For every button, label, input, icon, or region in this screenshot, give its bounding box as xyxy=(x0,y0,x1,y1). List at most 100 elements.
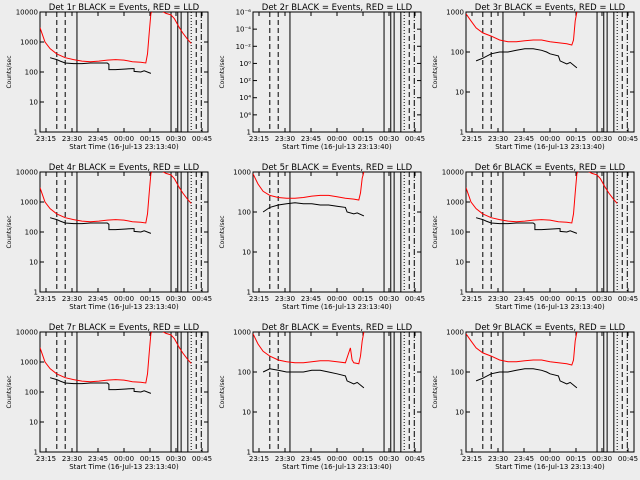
y-axis-label: Counts/sec xyxy=(432,55,439,88)
x-tick-label: 00:15 xyxy=(353,295,373,303)
panel-det-2: Det 2r BLACK = Events, RED = LLD Counts/s… xyxy=(219,3,425,151)
y-tick-label: 100 xyxy=(238,369,251,377)
x-tick-label: 23:15 xyxy=(462,135,482,143)
x-tick-label: 00:00 xyxy=(540,455,560,463)
x-tick-label: 00:15 xyxy=(353,455,373,463)
panel-det-4: Det 4r BLACK = Events, RED = LLD Counts/s… xyxy=(6,163,212,311)
x-tick-label: 23:45 xyxy=(514,295,534,303)
y-tick-label: 10000 xyxy=(442,169,464,177)
y-axis-label: Counts/sec xyxy=(6,375,13,408)
y-tick-label: 1000 xyxy=(20,199,38,207)
series-events xyxy=(49,217,152,234)
x-tick-label: 23:15 xyxy=(462,295,482,303)
x-tick-label: 23:45 xyxy=(88,135,108,143)
y-tick-label: 1 xyxy=(34,129,38,137)
panel-title: Det 8r BLACK = Events, RED = LLD xyxy=(262,323,413,333)
y-tick-label: 10 xyxy=(29,99,38,107)
panel-det-6: Det 6r BLACK = Events, RED = LLD Counts/s… xyxy=(432,163,638,311)
x-tick-label: 23:30 xyxy=(62,455,82,463)
panel-title: Det 5r BLACK = Events, RED = LLD xyxy=(262,163,413,173)
y-tick-label: 10⁴ xyxy=(239,94,251,102)
y-tick-label: 1000 xyxy=(233,329,251,337)
x-tick-label: 23:15 xyxy=(249,295,269,303)
panels-layer: Det 1r BLACK = Events, RED = LLD Counts/s… xyxy=(6,3,638,471)
y-tick-label: 1000 xyxy=(20,359,38,367)
y-tick-label: 10⁻⁴ xyxy=(236,26,252,34)
plot-area xyxy=(40,172,209,292)
y-tick-label: 1 xyxy=(460,129,464,137)
y-axis-label: Counts/sec xyxy=(219,375,226,408)
y-tick-label: 10 xyxy=(29,419,38,427)
x-tick-label: 00:30 xyxy=(379,135,399,143)
panel-det-1: Det 1r BLACK = Events, RED = LLD Counts/s… xyxy=(6,3,212,151)
panel-det-9: Det 9r BLACK = Events, RED = LLD Counts/s… xyxy=(432,323,638,471)
x-tick-label: 00:15 xyxy=(140,295,160,303)
x-tick-label: 23:45 xyxy=(514,135,534,143)
plot-area xyxy=(40,332,209,452)
x-axis-label: Start Time (16-Jul-13 23:13:40) xyxy=(69,143,179,151)
y-tick-label: 1000 xyxy=(233,169,251,177)
x-tick-label: 00:30 xyxy=(379,295,399,303)
y-tick-label: 10⁶ xyxy=(239,111,251,119)
plot-area xyxy=(253,172,422,292)
y-tick-label: 1 xyxy=(460,449,464,457)
series-lld xyxy=(40,12,192,64)
y-tick-label: 10 xyxy=(455,89,464,97)
series-events xyxy=(475,217,578,234)
x-tick-label: 00:00 xyxy=(114,295,134,303)
x-tick-label: 23:15 xyxy=(249,135,269,143)
plot-area xyxy=(466,12,635,132)
x-tick-label: 00:45 xyxy=(618,295,638,303)
series-events xyxy=(475,48,578,69)
x-tick-label: 23:30 xyxy=(275,135,295,143)
x-tick-label: 23:30 xyxy=(62,295,82,303)
x-tick-label: 00:45 xyxy=(618,455,638,463)
y-tick-label: 10000 xyxy=(16,329,38,337)
series-events xyxy=(262,202,365,217)
y-axis-label: Counts/sec xyxy=(432,215,439,248)
y-tick-label: 1 xyxy=(460,289,464,297)
panel-title: Det 4r BLACK = Events, RED = LLD xyxy=(49,163,200,173)
panel-det-7: Det 7r BLACK = Events, RED = LLD Counts/s… xyxy=(6,323,212,471)
x-tick-label: 00:15 xyxy=(140,455,160,463)
y-tick-label: 10000 xyxy=(16,9,38,17)
x-tick-label: 23:15 xyxy=(36,135,56,143)
panel-det-8: Det 8r BLACK = Events, RED = LLD Counts/s… xyxy=(219,323,425,471)
y-tick-label: 10⁻⁶ xyxy=(236,9,252,17)
x-tick-label: 00:00 xyxy=(540,295,560,303)
x-tick-label: 00:30 xyxy=(592,455,612,463)
x-tick-label: 23:30 xyxy=(275,295,295,303)
x-tick-label: 23:30 xyxy=(488,295,508,303)
plot-area xyxy=(466,172,635,292)
series-events xyxy=(49,57,152,74)
x-tick-label: 00:00 xyxy=(540,135,560,143)
x-tick-label: 00:30 xyxy=(592,135,612,143)
panel-title: Det 3r BLACK = Events, RED = LLD xyxy=(475,3,626,13)
y-tick-label: 1000 xyxy=(20,39,38,47)
x-tick-label: 00:00 xyxy=(327,135,347,143)
x-tick-label: 00:45 xyxy=(192,295,212,303)
x-tick-label: 00:00 xyxy=(114,135,134,143)
x-tick-label: 23:15 xyxy=(36,295,56,303)
x-tick-label: 23:45 xyxy=(301,295,321,303)
x-tick-label: 00:15 xyxy=(353,135,373,143)
y-tick-label: 1 xyxy=(247,289,251,297)
y-tick-label: 1 xyxy=(247,129,251,137)
x-axis-label: Start Time (16-Jul-13 23:13:40) xyxy=(495,463,605,471)
series-lld xyxy=(40,332,192,384)
x-tick-label: 00:00 xyxy=(114,455,134,463)
y-tick-label: 1000 xyxy=(446,329,464,337)
x-tick-label: 00:30 xyxy=(166,295,186,303)
y-tick-label: 10⁻² xyxy=(236,43,252,51)
x-tick-label: 23:15 xyxy=(249,455,269,463)
x-axis-label: Start Time (16-Jul-13 23:13:40) xyxy=(69,463,179,471)
y-axis-label: Counts/sec xyxy=(432,375,439,408)
plot-area xyxy=(40,12,209,132)
series-lld xyxy=(253,172,365,201)
x-tick-label: 00:45 xyxy=(192,135,212,143)
series-lld xyxy=(40,172,192,224)
panel-title: Det 1r BLACK = Events, RED = LLD xyxy=(49,3,200,13)
x-tick-label: 23:45 xyxy=(88,295,108,303)
y-tick-label: 10 xyxy=(455,409,464,417)
